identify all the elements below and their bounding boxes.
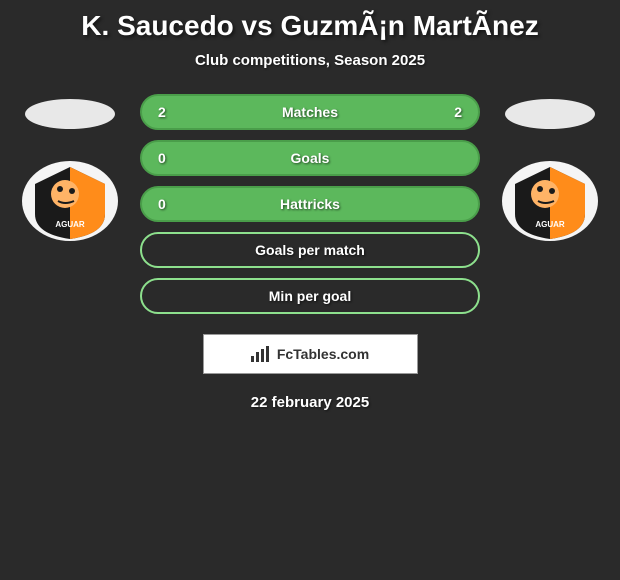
stats-column: 2 Matches 2 0 Goals 0 Hattricks Goals per match…: [140, 94, 480, 314]
svg-text:AGUAR: AGUAR: [55, 220, 85, 229]
stat-label: Matches: [282, 104, 338, 120]
svg-text:AGUAR: AGUAR: [535, 220, 565, 229]
stat-bar-hattricks: 0 Hattricks: [140, 186, 480, 222]
page-title: K. Saucedo vs GuzmÃ¡n MartÃ­nez: [0, 10, 620, 42]
player-left-avatar: [25, 99, 115, 129]
stat-label: Goals per match: [255, 242, 365, 258]
stat-left-value: 2: [158, 104, 166, 120]
stat-bar-goals-per-match: Goals per match: [140, 232, 480, 268]
player-left-club-logo: AGUAR: [20, 159, 120, 244]
stat-bar-min-per-goal: Min per goal: [140, 278, 480, 314]
comparison-row: AGUAR 2 Matches 2 0 Goals 0 Hattricks Goals per…: [0, 94, 620, 314]
branding-chart-icon: [251, 346, 271, 362]
stat-bar-matches: 2 Matches 2: [140, 94, 480, 130]
page-subtitle: Club competitions, Season 2025: [0, 52, 620, 69]
stat-left-value: 0: [158, 196, 166, 212]
player-right-col: AGUAR: [500, 94, 600, 244]
player-left-col: AGUAR: [20, 94, 120, 244]
stat-label: Goals: [291, 150, 330, 166]
stat-right-value: 2: [454, 104, 462, 120]
stat-label: Min per goal: [269, 288, 351, 304]
stat-label: Hattricks: [280, 196, 340, 212]
branding-text: FcTables.com: [277, 346, 369, 362]
stat-bar-goals: 0 Goals: [140, 140, 480, 176]
player-right-club-logo: AGUAR: [500, 159, 600, 244]
player-right-avatar: [505, 99, 595, 129]
branding-badge: FcTables.com: [203, 334, 418, 374]
footer-date: 22 february 2025: [0, 394, 620, 411]
stat-left-value: 0: [158, 150, 166, 166]
